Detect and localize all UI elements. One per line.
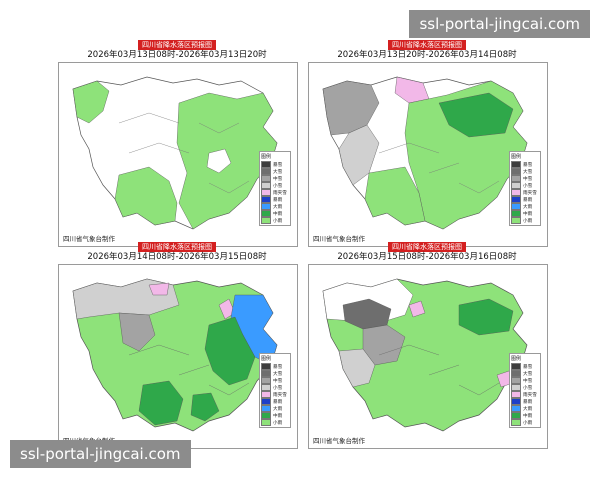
legend-row: 雨夹雪 [511, 391, 539, 398]
legend-row: 雨夹雪 [261, 391, 289, 398]
legend-title: 图例 [511, 154, 522, 160]
legend-row: 雨夹雪 [261, 189, 289, 196]
panel-credit: 四川省气象台制作 [63, 235, 115, 243]
legend-row: 中雪 [511, 175, 539, 182]
watermark-top-right: ssl-portal-jingcai.com [409, 10, 590, 38]
forecast-panel-2: 四川省降水落区预报图 2026年03月13日20时-2026年03月14日08时… [302, 40, 552, 247]
panel-title: 2026年03月15日08时-2026年03月16日08时 [337, 252, 517, 262]
panel-credit: 四川省气象台制作 [313, 235, 365, 243]
watermark-bottom-left: ssl-portal-jingcai.com [10, 440, 191, 468]
legend-row: 暴雨 [261, 196, 289, 203]
legend-title: 图例 [511, 356, 522, 362]
map-legend: 图例 暴雪 大雪 中雪 小雪 雨夹雪 暴雨 大雨 中雨 小雨 [509, 353, 541, 428]
legend-row: 小雪 [511, 182, 539, 189]
legend-row: 小雪 [511, 384, 539, 391]
legend-row: 中雨 [261, 210, 289, 217]
panel-badge: 四川省降水落区预报图 [138, 40, 216, 50]
legend-row: 中雨 [511, 412, 539, 419]
forecast-panel-1: 四川省降水落区预报图 2026年03月13日08时-2026年03月13日20时… [52, 40, 302, 247]
map-frame: 四川省气象台制作 图例 暴雪 大雪 中雪 小雪 雨夹雪 暴雨 大雨 中雨 小雨 [58, 264, 298, 449]
legend-row: 暴雪 [511, 161, 539, 168]
panel-title: 2026年03月13日20时-2026年03月14日08时 [337, 50, 517, 60]
legend-row: 暴雨 [261, 398, 289, 405]
legend-row: 大雨 [511, 203, 539, 210]
legend-row: 暴雨 [511, 196, 539, 203]
legend-row: 大雨 [261, 203, 289, 210]
legend-row: 中雪 [511, 377, 539, 384]
legend-row: 小雨 [261, 217, 289, 224]
legend-row: 小雪 [261, 182, 289, 189]
map-frame: 四川省气象台制作 图例 暴雪 大雪 中雪 小雪 雨夹雪 暴雨 大雨 中雨 小雨 [308, 62, 548, 247]
panel-title: 2026年03月14日08时-2026年03月15日08时 [87, 252, 267, 262]
legend-row: 中雪 [261, 175, 289, 182]
map-legend: 图例 暴雪 大雪 中雪 小雪 雨夹雪 暴雨 大雨 中雨 小雨 [259, 353, 291, 428]
legend-title: 图例 [261, 356, 272, 362]
legend-row: 大雪 [261, 168, 289, 175]
legend-row: 小雨 [261, 419, 289, 426]
map-frame: 四川省气象台制作 图例 暴雪 大雪 中雪 小雪 雨夹雪 暴雨 大雨 中雨 小雨 [58, 62, 298, 247]
legend-row: 中雨 [261, 412, 289, 419]
sichuan-map [322, 278, 528, 432]
legend-row: 大雪 [261, 370, 289, 377]
legend-row: 暴雪 [511, 363, 539, 370]
panel-credit: 四川省气象台制作 [313, 437, 365, 445]
legend-row: 小雨 [511, 419, 539, 426]
map-frame: 四川省气象台制作 图例 暴雪 大雪 中雪 小雪 雨夹雪 暴雨 大雨 中雨 小雨 [308, 264, 548, 449]
forecast-panel-3: 四川省降水落区预报图 2026年03月14日08时-2026年03月15日08时… [52, 242, 302, 449]
map-legend: 图例 暴雪 大雪 中雪 小雪 雨夹雪 暴雨 大雨 中雨 小雨 [509, 151, 541, 226]
legend-row: 雨夹雪 [511, 189, 539, 196]
panel-badge: 四川省降水落区预报图 [138, 242, 216, 252]
legend-row: 暴雪 [261, 363, 289, 370]
panel-badge: 四川省降水落区预报图 [388, 40, 466, 50]
forecast-panel-4: 四川省降水落区预报图 2026年03月15日08时-2026年03月16日08时… [302, 242, 552, 449]
legend-row: 暴雨 [511, 398, 539, 405]
panel-title: 2026年03月13日08时-2026年03月13日20时 [87, 50, 267, 60]
sichuan-map [322, 76, 528, 230]
legend-row: 中雨 [511, 210, 539, 217]
legend-row: 大雪 [511, 168, 539, 175]
map-legend: 图例 暴雪 大雪 中雪 小雪 雨夹雪 暴雨 大雨 中雨 小雨 [259, 151, 291, 226]
legend-title: 图例 [261, 154, 272, 160]
legend-row: 大雨 [511, 405, 539, 412]
legend-row: 大雪 [511, 370, 539, 377]
sichuan-map [72, 76, 278, 230]
legend-row: 小雨 [511, 217, 539, 224]
legend-row: 大雨 [261, 405, 289, 412]
legend-row: 暴雪 [261, 161, 289, 168]
legend-row: 小雪 [261, 384, 289, 391]
sichuan-map [72, 278, 278, 432]
legend-row: 中雪 [261, 377, 289, 384]
panel-badge: 四川省降水落区预报图 [388, 242, 466, 252]
